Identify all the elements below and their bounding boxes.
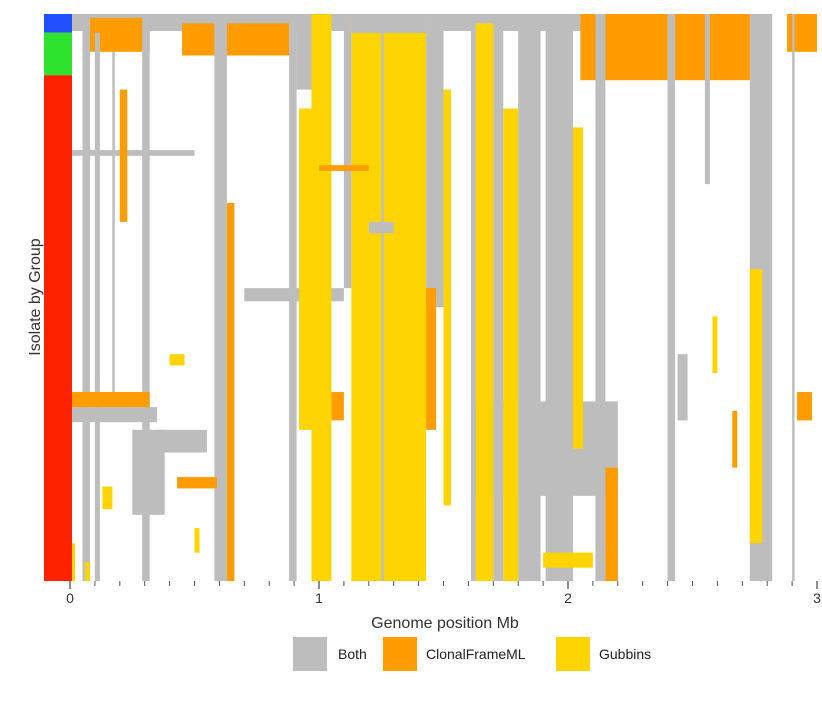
recombination-block-both: [112, 51, 115, 393]
recombination-block-clonalframeml: [319, 165, 369, 171]
x-tick-label: 0: [66, 590, 74, 606]
recombination-block-both: [296, 14, 312, 90]
recombination-block-both: [667, 14, 676, 581]
recombination-block-both: [595, 14, 606, 581]
group-bar-segment-group-3: [44, 75, 72, 581]
recombination-block-gubbins: [102, 486, 113, 510]
recombination-block-clonalframeml: [331, 392, 344, 421]
recombination-block-both: [545, 14, 573, 581]
recombination-block-gubbins: [749, 269, 763, 544]
recombination-block-both: [82, 14, 90, 581]
recombination-block-clonalframeml: [226, 203, 235, 581]
legend-label-clonalframeml: ClonalFrameML: [426, 646, 526, 662]
recombination-block-gubbins: [351, 14, 427, 581]
recombination-block-both: [94, 32, 100, 581]
recombination-block-gubbins: [84, 562, 90, 581]
x-axis-title: Genome position Mb: [371, 615, 519, 632]
recombination-block-both: [381, 14, 384, 581]
x-tick-label: 2: [564, 590, 572, 606]
recombination-block-clonalframeml: [177, 477, 217, 489]
recombination-block-both: [142, 14, 150, 581]
recombination-block-both: [518, 14, 541, 581]
recombination-block-clonalframeml: [426, 288, 437, 430]
legend-swatch-clonalframeml: [383, 637, 417, 671]
recombination-block-both: [70, 407, 158, 423]
recombination-block-gubbins: [573, 127, 583, 449]
recombination-block-clonalframeml: [119, 89, 128, 222]
recombination-block-both: [677, 354, 688, 421]
recombination-block-gubbins: [475, 23, 494, 581]
recombination-block-gubbins: [311, 14, 332, 581]
recombination-block-gubbins: [70, 543, 75, 581]
recombination-block-gubbins: [299, 108, 312, 430]
recombination-block-both: [70, 150, 195, 156]
recombination-block-both: [792, 14, 795, 581]
group-bar-segment-group-1: [44, 14, 72, 33]
recombination-block-both: [214, 14, 227, 581]
legend-label-gubbins: Gubbins: [599, 646, 651, 662]
legend-label-both: Both: [338, 646, 367, 662]
recombination-block-both: [157, 429, 207, 453]
recombination-block-gubbins: [443, 89, 451, 506]
recombination-block-clonalframeml: [797, 392, 812, 421]
recombination-block-gubbins: [194, 528, 200, 553]
group-bar-segment-group-2: [44, 32, 72, 76]
recombination-block-gubbins: [712, 316, 718, 374]
legend: Both ClonalFrameML Gubbins: [293, 637, 651, 671]
recombination-block-both: [351, 14, 427, 33]
recombination-block-gubbins: [543, 552, 593, 568]
recombination-block-both: [493, 14, 504, 581]
recombination-block-both: [368, 221, 394, 234]
legend-swatch-gubbins: [556, 637, 590, 671]
x-axis: 0 1 2 3: [66, 581, 821, 606]
legend-swatch-both: [293, 637, 327, 671]
recombination-block-clonalframeml: [732, 410, 738, 468]
recombination-block-gubbins: [169, 354, 185, 366]
x-tick-label: 3: [813, 590, 821, 606]
recombination-block-both: [704, 14, 710, 185]
recombination-block-clonalframeml: [605, 467, 618, 581]
recombination-block-clonalframeml: [82, 17, 150, 52]
recombination-block-clonalframeml: [787, 14, 817, 52]
x-tick-label: 1: [315, 590, 323, 606]
recombination-block-both: [343, 14, 352, 289]
recombination-block-clonalframeml: [70, 392, 150, 408]
isolate-group-color-bar: [44, 14, 72, 581]
recombination-block-both: [426, 14, 444, 307]
y-axis-title: Isolate by Group: [27, 238, 44, 356]
recombination-block-both: [470, 14, 476, 581]
recombination-block-gubbins: [503, 108, 519, 581]
plot-area: [70, 14, 817, 581]
recombination-block-clonalframeml: [182, 23, 295, 56]
recombination-block-both: [473, 401, 618, 496]
